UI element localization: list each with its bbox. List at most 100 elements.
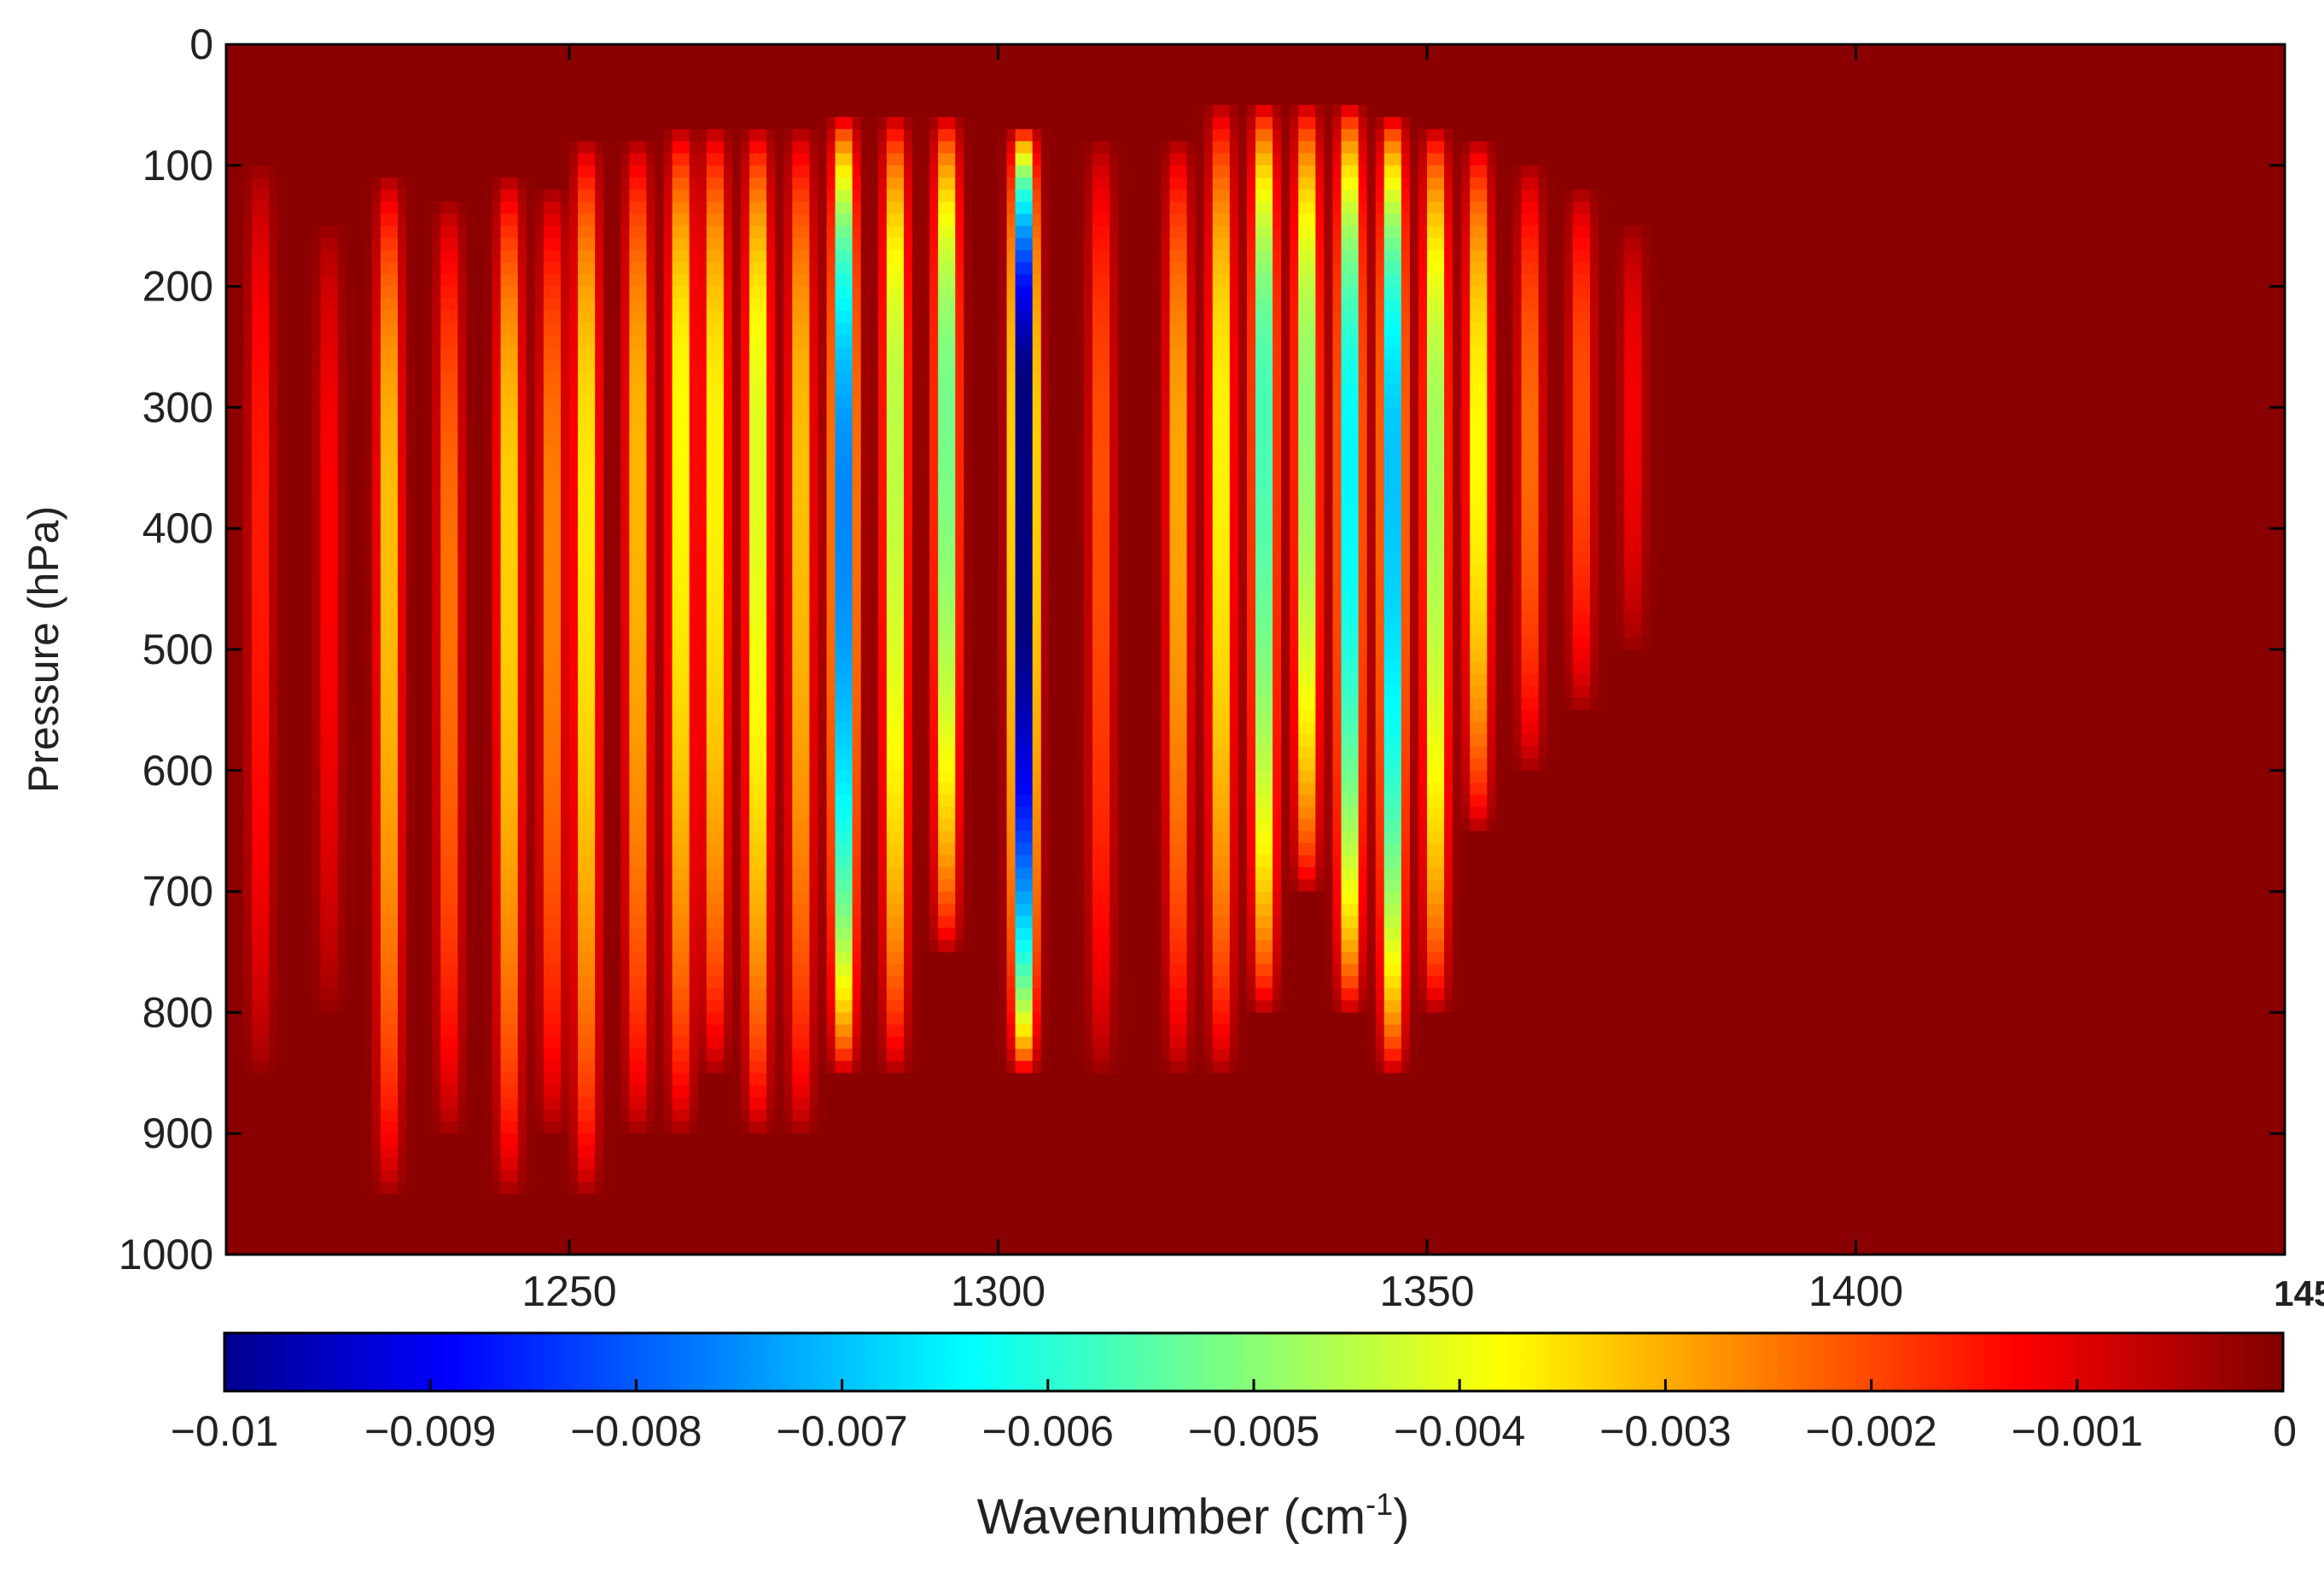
heatmap-cell xyxy=(440,697,451,711)
heatmap-cell xyxy=(578,1097,587,1110)
heatmap-cell xyxy=(260,201,271,215)
heatmap-cell xyxy=(603,225,614,239)
heatmap-cell xyxy=(294,795,305,808)
heatmap-cell xyxy=(277,891,288,905)
heatmap-cell xyxy=(440,407,451,421)
heatmap-cell xyxy=(329,456,339,469)
heatmap-cell xyxy=(260,1048,271,1062)
heatmap-cell xyxy=(595,661,604,675)
heatmap-cell xyxy=(620,213,631,227)
heatmap-cell xyxy=(509,250,519,264)
heatmap-cell xyxy=(415,431,424,445)
heatmap-cell xyxy=(406,80,416,94)
heatmap-cell xyxy=(646,722,656,736)
heatmap-cell xyxy=(569,722,579,736)
heatmap-cell xyxy=(646,56,656,70)
heatmap-cell xyxy=(312,1036,322,1050)
heatmap-cell xyxy=(578,842,587,856)
heatmap-cell xyxy=(388,795,399,808)
heatmap-cell xyxy=(483,589,493,603)
heatmap-cell xyxy=(432,298,442,311)
heatmap-cell xyxy=(269,225,279,239)
heatmap-cell xyxy=(252,1061,261,1074)
heatmap-cell xyxy=(354,649,364,662)
heatmap-cell xyxy=(337,165,347,178)
heatmap-cell xyxy=(329,346,339,360)
heatmap-cell xyxy=(586,1085,596,1098)
heatmap-cell xyxy=(595,468,604,481)
heatmap-cell xyxy=(620,141,631,154)
heatmap-cell xyxy=(569,1242,579,1255)
heatmap-cell xyxy=(457,262,468,276)
heatmap-cell xyxy=(329,552,339,566)
heatmap-cell xyxy=(638,661,648,675)
heatmap-cell xyxy=(380,44,390,57)
heatmap-cell xyxy=(269,806,279,820)
heatmap-cell xyxy=(475,903,485,917)
heatmap-cell xyxy=(415,709,424,723)
heatmap-cell xyxy=(578,1085,587,1098)
heatmap-cell xyxy=(551,722,562,736)
heatmap-cell xyxy=(569,165,579,178)
heatmap-cell xyxy=(337,395,347,409)
heatmap-cell xyxy=(371,358,382,372)
heatmap-cell xyxy=(595,1085,604,1098)
heatmap-cell xyxy=(286,855,296,869)
heatmap-cell xyxy=(586,1194,596,1208)
heatmap-cell xyxy=(500,431,510,445)
heatmap-cell xyxy=(586,1145,596,1159)
heatmap-cell xyxy=(252,104,261,118)
heatmap-cell xyxy=(406,104,416,118)
heatmap-cell xyxy=(294,141,305,154)
heatmap-cell xyxy=(492,504,502,517)
heatmap-cell xyxy=(243,346,253,360)
heatmap-cell xyxy=(586,722,596,736)
heatmap-cell xyxy=(509,177,519,190)
heatmap-cell xyxy=(560,117,570,131)
heatmap-cell xyxy=(226,213,236,227)
heatmap-cell xyxy=(534,540,545,554)
heatmap-cell xyxy=(243,1157,253,1171)
heatmap-cell xyxy=(638,1121,648,1134)
heatmap-cell xyxy=(483,867,493,881)
heatmap-cell xyxy=(398,576,407,590)
heatmap-cell xyxy=(277,1109,288,1122)
heatmap-cell xyxy=(346,964,356,977)
heatmap-cell xyxy=(286,1133,296,1147)
heatmap-cell xyxy=(612,1145,622,1159)
heatmap-cell xyxy=(612,601,622,614)
heatmap-cell xyxy=(543,709,553,723)
heatmap-cell xyxy=(312,952,322,965)
heatmap-cell xyxy=(603,129,614,143)
heatmap-cell xyxy=(286,237,296,251)
heatmap-cell xyxy=(560,225,570,239)
heatmap-cell xyxy=(586,685,596,699)
heatmap-cell xyxy=(560,795,570,808)
heatmap-cell xyxy=(406,189,416,203)
heatmap-cell xyxy=(380,1230,390,1243)
heatmap-cell xyxy=(457,891,468,905)
heatmap-cell xyxy=(534,1206,545,1220)
heatmap-cell xyxy=(629,758,639,771)
heatmap-cell xyxy=(329,1085,339,1098)
heatmap-cell xyxy=(578,516,587,529)
heatmap-cell xyxy=(380,1024,390,1038)
heatmap-cell xyxy=(252,165,261,178)
heatmap-cell xyxy=(492,637,502,650)
heatmap-cell xyxy=(517,516,527,529)
heatmap-cell xyxy=(449,141,459,154)
heatmap-cell xyxy=(406,625,416,638)
heatmap-cell xyxy=(603,879,614,893)
heatmap-cell xyxy=(252,286,261,300)
heatmap-cell xyxy=(252,842,261,856)
heatmap-cell xyxy=(449,262,459,276)
heatmap-cell xyxy=(509,456,519,469)
heatmap-cell xyxy=(286,1242,296,1255)
heatmap-cell xyxy=(243,358,253,372)
heatmap-cell xyxy=(534,1085,545,1098)
heatmap-cell xyxy=(277,818,288,832)
heatmap-cell xyxy=(303,492,313,505)
heatmap-cell xyxy=(406,891,416,905)
heatmap-cell xyxy=(603,250,614,264)
heatmap-cell xyxy=(534,758,545,771)
